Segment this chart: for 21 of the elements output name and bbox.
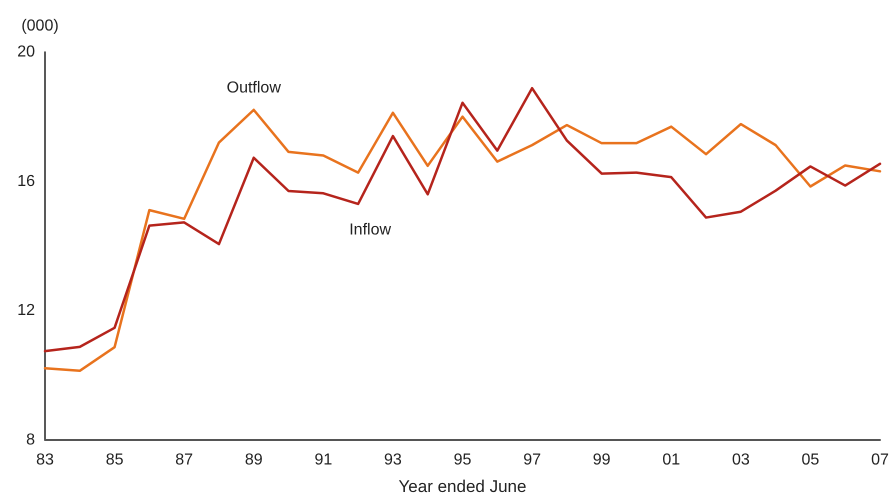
x-tick-label: 97 (523, 452, 542, 468)
x-tick-label: 87 (175, 452, 194, 468)
y-tick-label: 20 (17, 44, 36, 60)
y-tick-label: 8 (26, 432, 36, 448)
x-tick-label: 89 (244, 452, 263, 468)
x-tick-label: 05 (802, 452, 820, 468)
x-tick-label: 93 (384, 452, 402, 468)
x-axis-title: Year ended June (398, 477, 526, 496)
x-tick-label: 95 (454, 452, 472, 468)
y-tick-label: 12 (17, 302, 36, 320)
x-tick-label: 07 (871, 452, 889, 468)
x-tick-label: 83 (36, 452, 54, 468)
x-tick-label: 85 (106, 452, 124, 468)
series-label: Outflow (226, 79, 282, 96)
y-axis-title: (000) (21, 18, 59, 34)
series-label: Inflow (349, 221, 392, 238)
y-tick-label: 16 (17, 172, 36, 190)
x-tick-label: 99 (592, 452, 611, 468)
x-tick-label: 91 (314, 452, 332, 468)
x-tick-label: 01 (662, 452, 680, 468)
x-tick-label: 03 (732, 452, 750, 468)
